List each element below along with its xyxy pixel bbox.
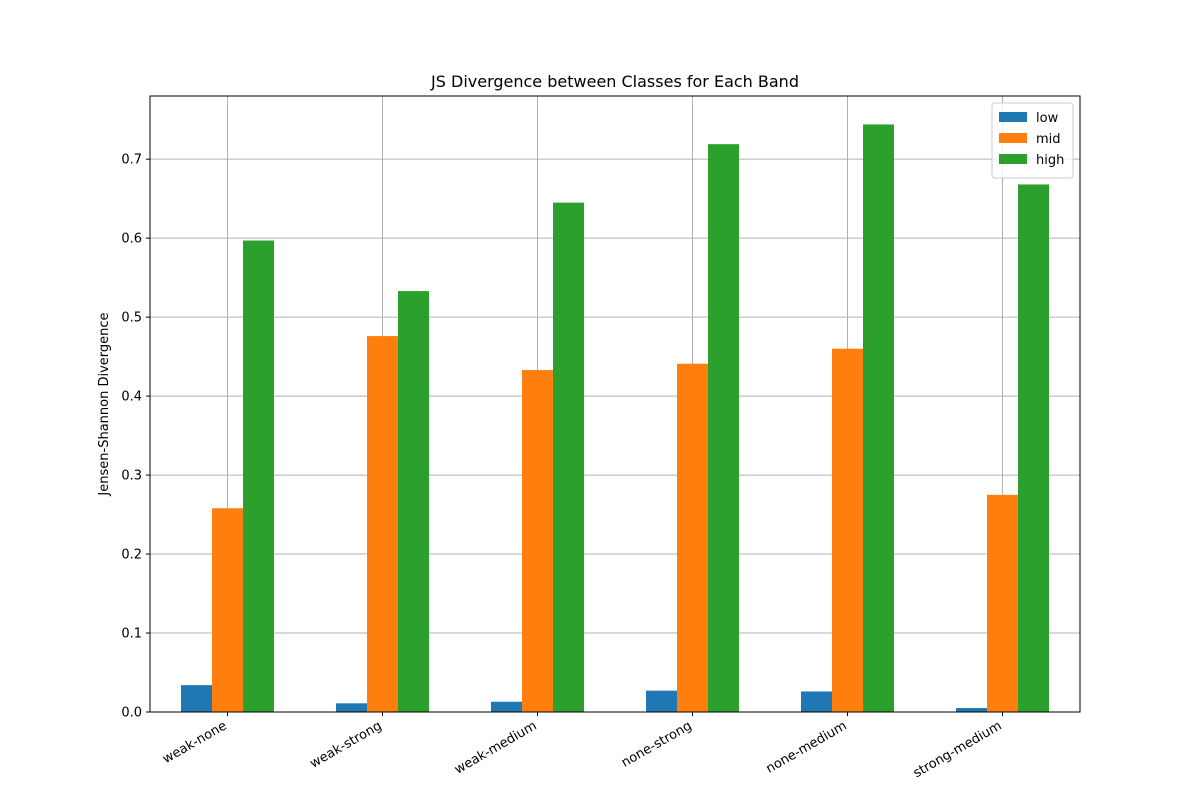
legend-label-low: low [1036,111,1059,126]
y-tick-label: 0.5 [121,311,142,326]
bar-mid-weak-strong [367,336,398,712]
bar-high-none-strong [708,144,739,712]
y-tick-label: 0.0 [121,706,142,721]
y-tick-label: 0.3 [121,469,142,484]
bar-low-none-medium [801,691,832,712]
y-tick-label: 0.1 [121,627,142,642]
bars [181,124,1049,712]
bar-mid-none-strong [677,363,708,712]
bar-low-weak-medium [491,701,522,712]
y-axis: 0.0 0.1 0.2 0.3 0.4 0.5 0.6 0.7 [121,153,150,721]
y-tick-label: 0.7 [121,153,142,168]
bar-mid-weak-none [212,508,243,712]
bar-low-weak-strong [336,703,367,712]
bar-high-weak-medium [553,202,584,712]
bar-low-weak-none [181,685,212,712]
bar-high-strong-medium [1018,184,1049,712]
y-axis-label: Jensen-Shannon Divergence [97,312,112,496]
chart-title: JS Divergence between Classes for Each B… [430,72,799,91]
legend-swatch-high [999,154,1027,164]
legend-label-high: high [1036,153,1064,168]
bar-mid-none-medium [832,348,863,712]
bar-high-weak-strong [398,291,429,712]
bar-mid-strong-medium [987,494,1018,712]
legend-label-mid: mid [1036,132,1061,147]
y-tick-label: 0.2 [121,548,142,563]
plot-frame [149,95,1081,713]
bar-high-weak-none [243,240,274,712]
bar-high-none-medium [863,124,894,712]
legend: low mid high [991,102,1074,179]
bar-mid-weak-medium [522,370,553,712]
legend-swatch-low [999,112,1027,122]
legend-swatch-mid [999,133,1027,143]
bar-low-none-strong [646,690,677,712]
bar-low-strong-medium [956,708,987,712]
y-tick-label: 0.6 [121,232,142,247]
y-tick-label: 0.4 [121,390,142,405]
